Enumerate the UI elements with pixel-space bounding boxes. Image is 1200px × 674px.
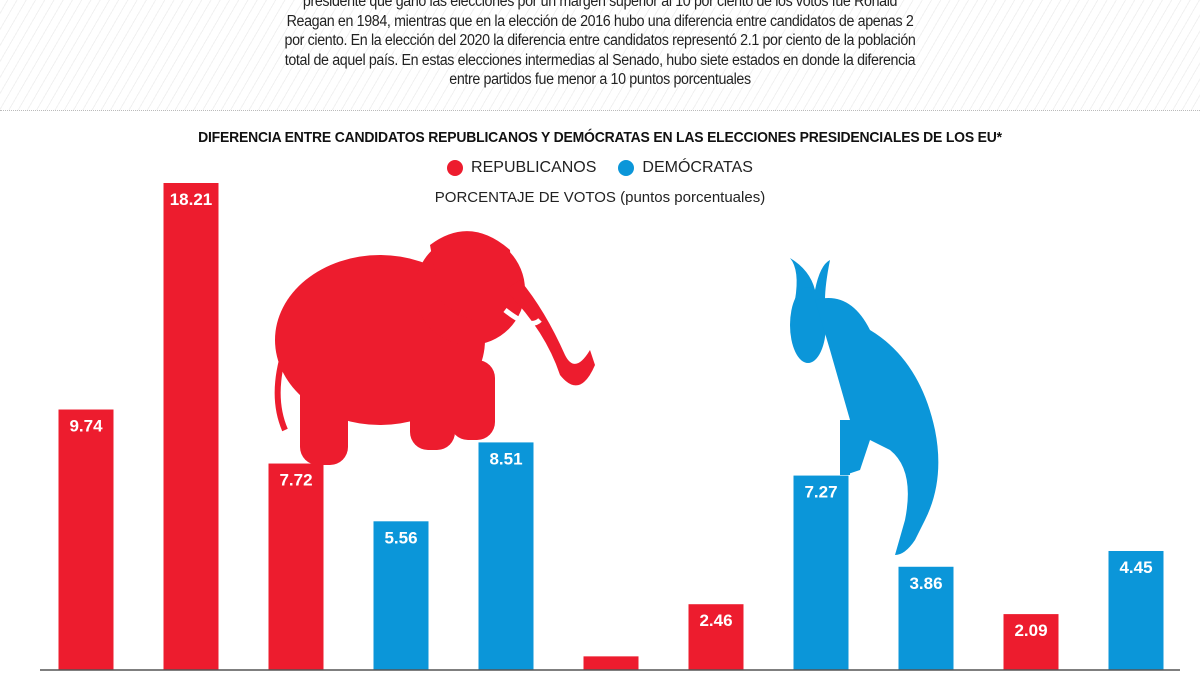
data-label-4: 5.56 [384,528,417,547]
data-label-10: 2.09 [1014,621,1047,640]
data-label-5: 8.51 [489,449,522,468]
bar-8 [793,475,849,670]
legend-swatch-democratas [618,160,635,176]
bar-3 [268,463,324,670]
bar-5 [478,442,534,670]
legend-item-democratas: DEMÓCRATAS [618,159,753,177]
bar-1 [58,409,114,670]
bar-6 [583,656,639,670]
legend-label-democratas: DEMÓCRATAS [642,159,753,176]
bar-4 [373,521,429,670]
data-label-3: 7.72 [279,471,312,490]
data-label-8: 7.27 [804,483,837,502]
data-label-9: 3.86 [909,574,942,593]
donkey-icon [790,258,939,555]
bar-7 [688,604,744,670]
legend-swatch-republicanos [447,160,464,176]
data-label-1: 9.74 [69,417,103,436]
data-label-11: 4.45 [1119,558,1152,577]
legend-item-republicanos: REPUBLICANOS [447,159,596,177]
data-label-7: 2.46 [699,611,732,630]
bar-11 [1108,550,1164,670]
legend: REPUBLICANOS DEMÓCRATAS [0,159,1200,177]
legend-label-republicanos: REPUBLICANOS [471,159,597,176]
elephant-icon [274,231,595,465]
intro-text: presidente que ganó las elecciones por u… [284,0,916,88]
intro-band: presidente que ganó las elecciones por u… [0,0,1200,111]
bar-9 [898,566,954,670]
chart-title: DIFERENCIA ENTRE CANDIDATOS REPUBLICANOS… [198,129,1002,146]
data-label-6: 0.51 [594,635,627,654]
y-axis-label: PORCENTAJE DE VOTOS (puntos porcentuales… [434,189,766,206]
data-label-2: 18.21 [170,190,213,209]
bar-2 [163,183,219,670]
bar-10 [1003,614,1059,670]
